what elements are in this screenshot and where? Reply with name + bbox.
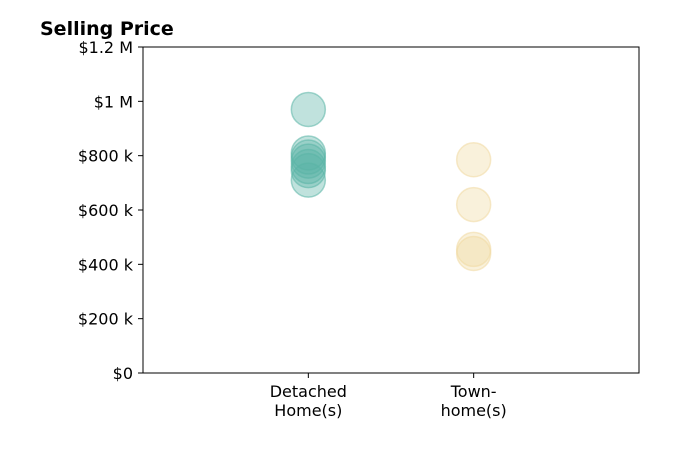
y-tick-label: $800 k [78, 147, 134, 166]
x-axis: Detached Home(s) Town-home(s) [270, 373, 507, 420]
data-point [290, 91, 327, 128]
x-tick-label: Town-home(s) [441, 382, 507, 420]
y-axis: $0 $200 k $400 k $600 k $800 k $1 M $1.2 M [78, 38, 143, 383]
plot-frame [142, 46, 640, 374]
data-point [455, 186, 492, 223]
data-point [455, 141, 492, 178]
data-point [290, 162, 327, 198]
data-point [455, 235, 492, 272]
y-tick-label: $0 [113, 364, 133, 383]
data-point [290, 152, 327, 189]
y-tick-label: $1 M [94, 92, 133, 111]
y-tick-label: $200 k [78, 310, 134, 329]
chart-title: Selling Price [40, 18, 174, 40]
y-tick-label: $1.2 M [78, 38, 133, 57]
y-tick-label: $600 k [78, 201, 134, 220]
x-tick-label: Detached Home(s) [270, 382, 347, 420]
data-points [290, 91, 492, 272]
y-tick-label: $400 k [78, 255, 134, 274]
